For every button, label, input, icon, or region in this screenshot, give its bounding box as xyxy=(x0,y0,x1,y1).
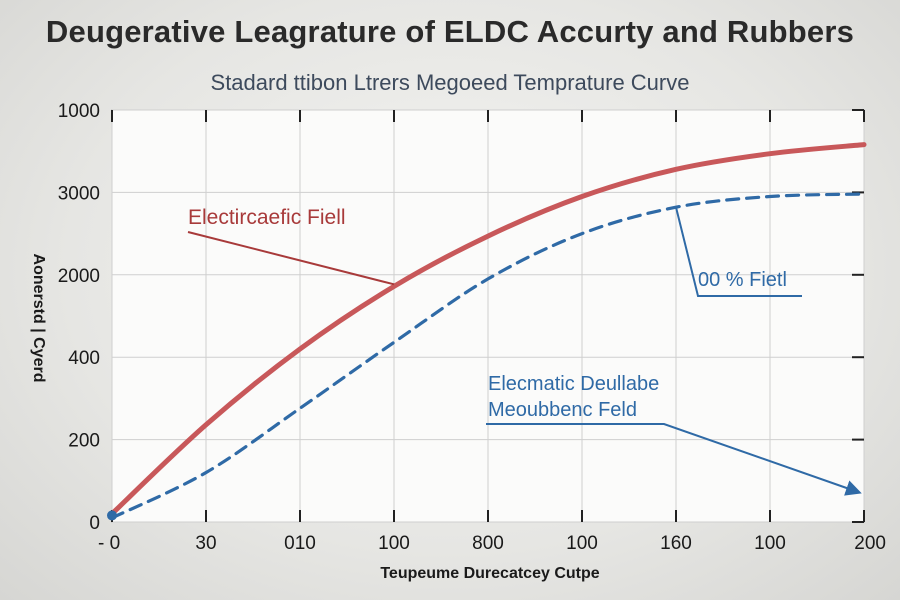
x-tick-label: 010 xyxy=(284,533,316,554)
x-tick-label: 160 xyxy=(660,533,692,554)
y-tick-label: 1000 xyxy=(58,101,100,122)
annotation-blue-label: 00 % Fietl xyxy=(698,269,787,291)
annotation-blue-line2: Meoubbenc Feld xyxy=(488,399,637,421)
tick-marks xyxy=(111,109,865,523)
annotation-arrow xyxy=(486,423,862,496)
y-tick-label: 200 xyxy=(68,431,100,452)
x-tick-label: 100 xyxy=(378,533,410,554)
y-tick-label: 2000 xyxy=(58,266,100,287)
y-tick-label: 3000 xyxy=(58,183,100,204)
chart-title: Deugerative Leagrature of ELDC Accurty a… xyxy=(45,14,855,49)
series-start-point xyxy=(107,510,117,521)
series-line-solid xyxy=(109,142,867,517)
x-tick-label: - 0 xyxy=(98,533,120,554)
x-tick-label: 800 xyxy=(472,533,504,554)
series-group xyxy=(107,142,867,521)
y-axis-title: Aonerstd | Cyerd xyxy=(30,254,47,383)
x-tick-label: 100 xyxy=(754,533,786,554)
x-tick-label: 200 xyxy=(854,533,886,554)
annotation-leader-blue xyxy=(675,206,802,297)
annotation-red-label: Electircaefic Fiell xyxy=(188,206,346,229)
annotation-leader-red xyxy=(187,231,395,286)
chart-subtitle: Stadard ttibon Ltrers Megoeed Temprature… xyxy=(210,70,690,95)
annotations: Electircaefic Fiell 00 % Fietl Elecmatic D… xyxy=(187,206,862,496)
series-line-dashed xyxy=(110,192,866,520)
y-tick-label: 400 xyxy=(68,348,100,369)
tick-labels: - 0 30 010 100 800 100 160 100 20002004002000300… xyxy=(58,101,886,554)
grid xyxy=(111,109,865,523)
y-tick-label: 0 xyxy=(89,513,100,534)
x-tick-label: 30 xyxy=(195,533,216,554)
x-tick-label: 100 xyxy=(566,533,598,554)
annotation-blue-line1: Elecmatic Deullabe xyxy=(488,373,659,395)
x-axis-title: Teupeume Durecatcey Cutpe xyxy=(380,565,599,582)
